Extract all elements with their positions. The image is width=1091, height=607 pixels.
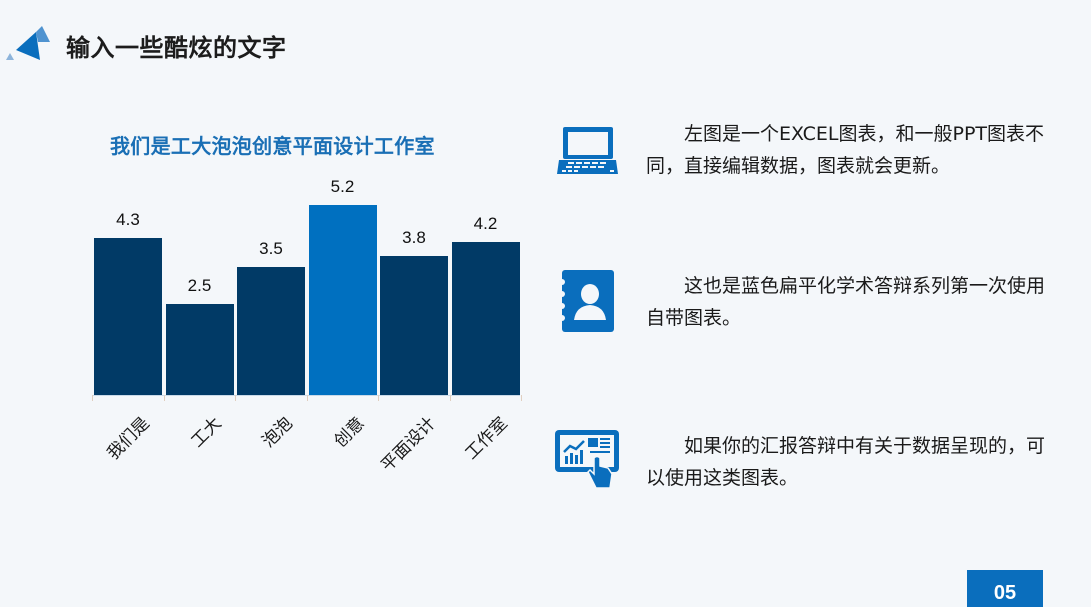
contact-book-icon (555, 270, 614, 332)
bar-value-label: 2.5 (187, 275, 212, 295)
bar-value-label: 5.2 (330, 177, 355, 196)
triangles-logo-icon (6, 26, 50, 60)
bar-2 (237, 267, 305, 395)
info-text-3: 如果你的汇报答辩中有关于数据呈现的，可以使用这类图表。 (646, 435, 1046, 489)
bar-3 (308, 205, 377, 395)
bar-value-label: 4.2 (473, 213, 498, 233)
axis-tick (235, 395, 236, 401)
x-axis-line (92, 395, 520, 396)
laptop-icon (557, 127, 618, 174)
axis-tick (449, 395, 451, 401)
bar-1 (165, 303, 234, 395)
category-label: 平面设计 (377, 413, 440, 476)
bar-0 (94, 237, 162, 395)
axis-tick (378, 395, 379, 401)
bar-chart: 4.3 我们是 2.5 工大 3.5 泡泡 5.2 创意 3.8 平面设计 4.2 工作室 (0, 0, 540, 520)
axis-tick (306, 395, 308, 401)
category-label: 泡泡 (258, 413, 297, 452)
axis-tick (163, 395, 165, 401)
bar-5 (451, 241, 520, 395)
info-text-1: 左图是一个EXCEL图表，和一般PPT图表不同，直接编辑数据，图表就会更新。 (646, 123, 1045, 177)
info-text-2: 这也是蓝色扁平化学术答辩系列第一次使用自带图表。 (646, 275, 1046, 329)
category-label: 工作室 (460, 413, 512, 464)
bar-4 (380, 256, 448, 395)
category-label: 创意 (329, 413, 369, 452)
page-number: 05 (967, 570, 1043, 607)
axis-tick (521, 395, 522, 401)
category-label: 工大 (186, 413, 226, 452)
tablet-chart-touch-icon (555, 430, 619, 489)
bar-value-label: 4.3 (116, 209, 140, 229)
axis-tick (92, 395, 93, 401)
category-label: 我们是 (103, 413, 154, 464)
page-title: 输入一些酷炫的文字 (66, 34, 287, 62)
chart-title: 我们是工大泡泡创意平面设计工作室 (110, 134, 435, 158)
bar-value-label: 3.8 (402, 228, 426, 248)
bar-value-label: 3.5 (259, 239, 283, 259)
